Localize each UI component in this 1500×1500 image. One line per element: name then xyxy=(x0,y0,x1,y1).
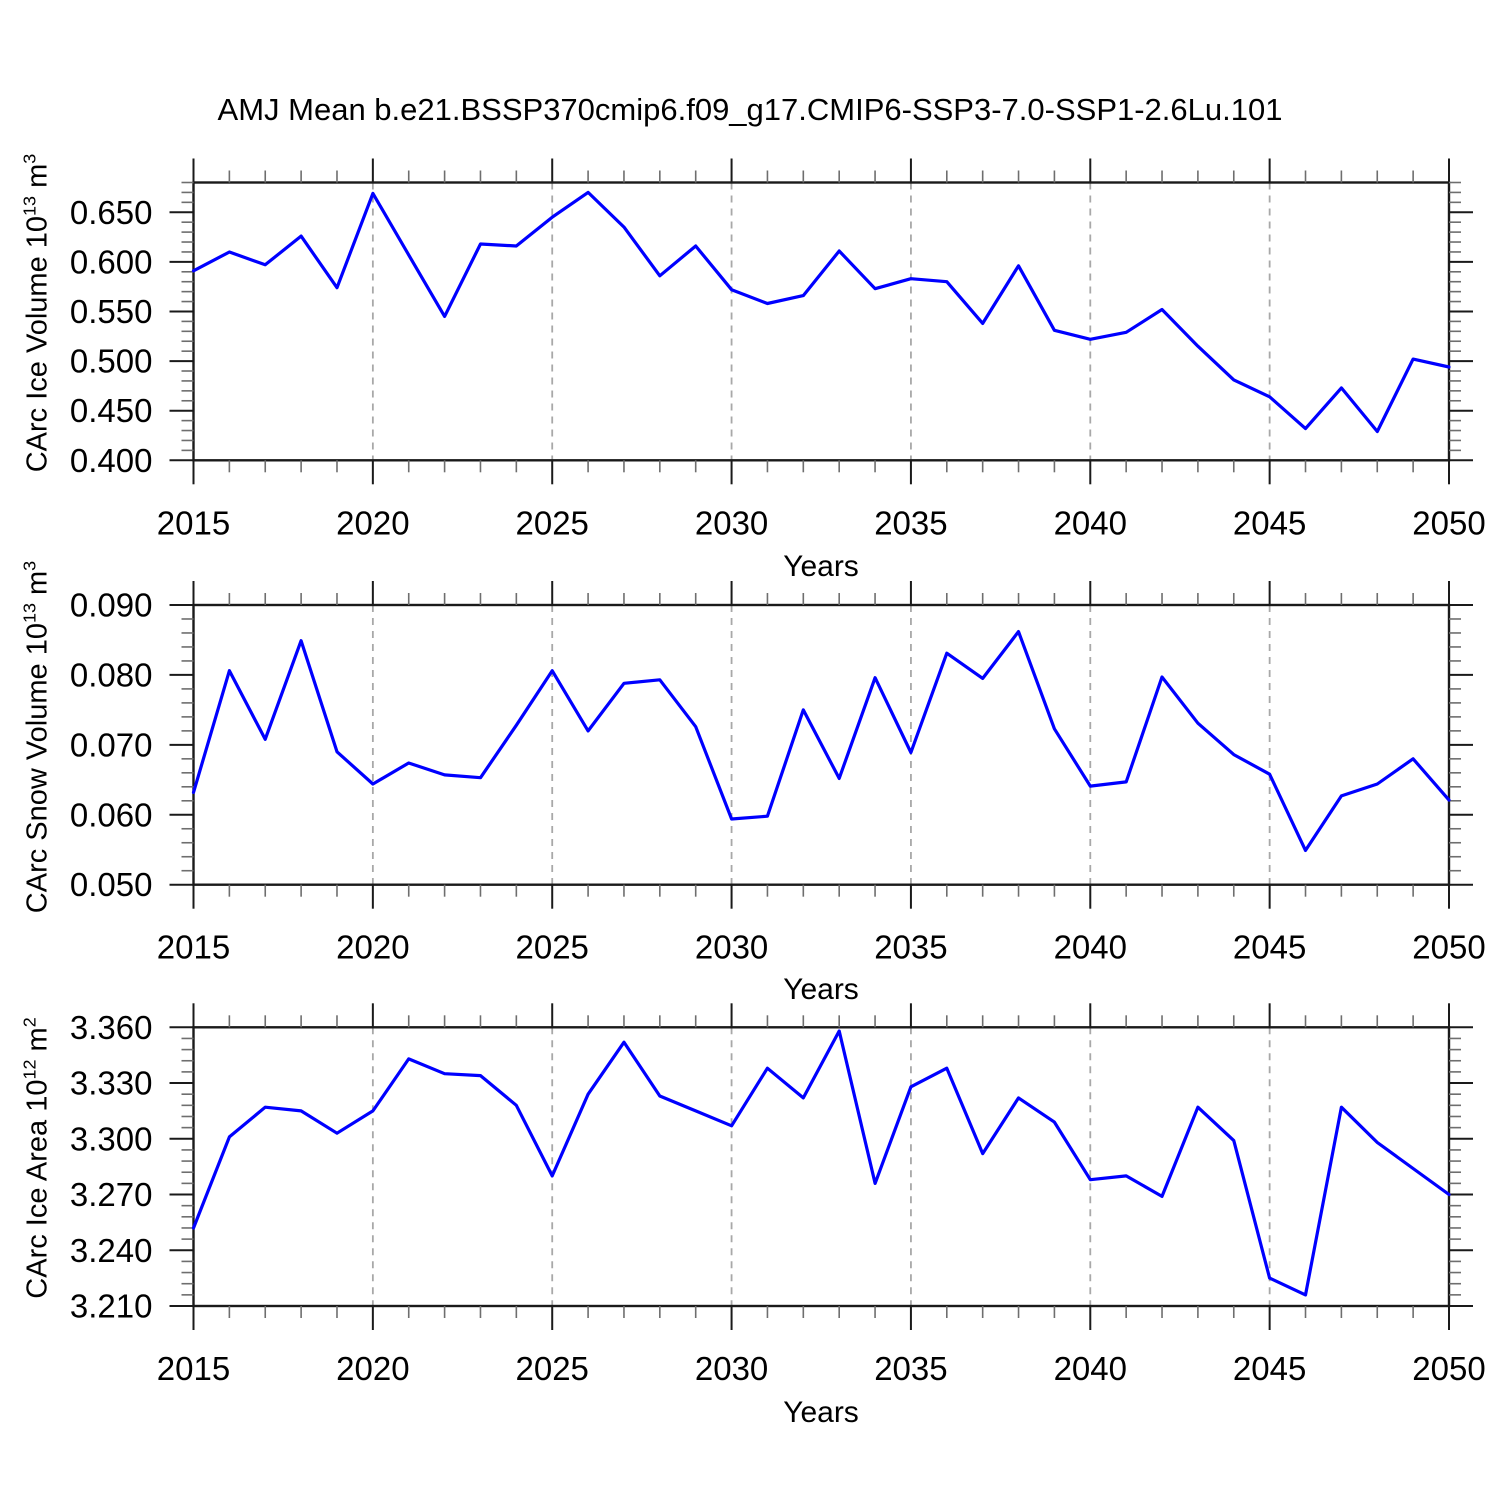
y-axis-title-exponent: 12 xyxy=(19,1059,40,1080)
x-axis-title-panel-1: Years xyxy=(783,550,859,583)
y-tick-label: 3.330 xyxy=(70,1065,153,1102)
x-tick-label: 2020 xyxy=(336,1350,409,1387)
y-tick-label: 0.500 xyxy=(70,343,153,380)
x-tick-label: 2040 xyxy=(1054,1350,1127,1387)
y-axis-title-unit: m xyxy=(21,570,54,604)
y-axis-title-text: CArc Snow Volume 10 xyxy=(21,623,54,914)
x-tick-label: 2020 xyxy=(336,504,409,541)
x-tick-label: 2040 xyxy=(1054,929,1127,966)
y-axis-title-text: CArc Ice Area 10 xyxy=(21,1079,54,1299)
data-series-line xyxy=(191,629,1451,853)
y-tick-label: 0.090 xyxy=(70,587,153,624)
y-axis-title-ice-area: CArc Ice Area 1012 m2 xyxy=(20,1017,55,1298)
y-tick-label: 0.070 xyxy=(70,726,153,763)
y-tick-label: 0.080 xyxy=(70,656,153,693)
plot-frame xyxy=(192,1026,1451,1308)
x-tick-label: 2030 xyxy=(695,929,768,966)
panel-2-carc-snow-volume: 2015 2020 2025 2030 2035 2040 2045 2050 0.050 0.0… xyxy=(70,581,1486,966)
x-tick-label: 2025 xyxy=(516,1350,589,1387)
x-tick-label: 2050 xyxy=(1412,929,1485,966)
chart-title: AMJ Mean b.e21.BSSP370cmip6.f09_g17.CMIP… xyxy=(217,92,1283,127)
y-axis-title-ice-volume: CArc Ice Volume 1013 m3 xyxy=(20,154,55,473)
y-tick-label: 0.650 xyxy=(70,194,153,231)
y-tick-label: 0.550 xyxy=(70,293,153,330)
x-tick-label: 2045 xyxy=(1233,929,1306,966)
data-series-line xyxy=(191,1029,1451,1297)
y-tick-label: 0.050 xyxy=(70,866,153,903)
x-tick-label: 2025 xyxy=(516,504,589,541)
data-series-line xyxy=(191,190,1451,434)
y-tick-label: 3.240 xyxy=(70,1232,153,1269)
x-tick-label: 2035 xyxy=(874,504,947,541)
y-axis-title-text: CArc Ice Volume 10 xyxy=(21,215,54,473)
x-tick-label: 2050 xyxy=(1412,504,1485,541)
x-tick-label: 2045 xyxy=(1233,1350,1306,1387)
x-tick-label: 2015 xyxy=(157,1350,230,1387)
y-axis-title-unit: m xyxy=(21,1027,54,1060)
x-tick-label: 2015 xyxy=(157,929,230,966)
y-tick-label: 3.270 xyxy=(70,1176,153,1213)
y-axis-title-unit-exponent: 2 xyxy=(19,1017,40,1028)
x-axis-title-panel-2: Years xyxy=(783,973,859,1006)
x-axis-title-panel-3: Years xyxy=(783,1396,859,1429)
y-tick-label: 3.360 xyxy=(70,1009,153,1046)
y-axis-title-unit-exponent: 3 xyxy=(19,560,40,571)
x-tick-label: 2020 xyxy=(336,929,409,966)
x-tick-label: 2025 xyxy=(516,929,589,966)
y-tick-label: 3.300 xyxy=(70,1120,153,1157)
x-tick-label: 2030 xyxy=(695,504,768,541)
x-tick-label: 2040 xyxy=(1054,504,1127,541)
x-tick-label: 2045 xyxy=(1233,504,1306,541)
y-axis-title-unit-exponent: 3 xyxy=(19,153,40,164)
y-tick-label: 0.600 xyxy=(70,243,153,280)
x-tick-label: 2015 xyxy=(157,504,230,541)
panel-3-carc-ice-area: 2015 2020 2025 2030 2035 2040 2045 2050 3.210 3.2… xyxy=(70,1003,1486,1387)
x-tick-label: 2050 xyxy=(1412,1350,1485,1387)
y-tick-label: 0.400 xyxy=(70,442,153,479)
x-tick-label: 2030 xyxy=(695,1350,768,1387)
y-axis-title-snow-volume: CArc Snow Volume 1013 m3 xyxy=(20,561,55,913)
x-tick-label: 2035 xyxy=(874,1350,947,1387)
y-tick-label: 3.210 xyxy=(70,1288,153,1325)
y-axis-title-unit: m xyxy=(21,163,54,196)
y-axis-title-exponent: 13 xyxy=(19,195,40,216)
y-tick-label: 0.060 xyxy=(70,796,153,833)
x-tick-label: 2035 xyxy=(874,929,947,966)
y-tick-label: 0.450 xyxy=(70,392,153,429)
y-axis-title-exponent: 13 xyxy=(19,603,40,624)
plot-frame xyxy=(192,181,1451,462)
panel-1-carc-ice-volume: 2015 2020 2025 2030 2035 2040 2045 2050 0.400 0.4… xyxy=(70,158,1486,541)
